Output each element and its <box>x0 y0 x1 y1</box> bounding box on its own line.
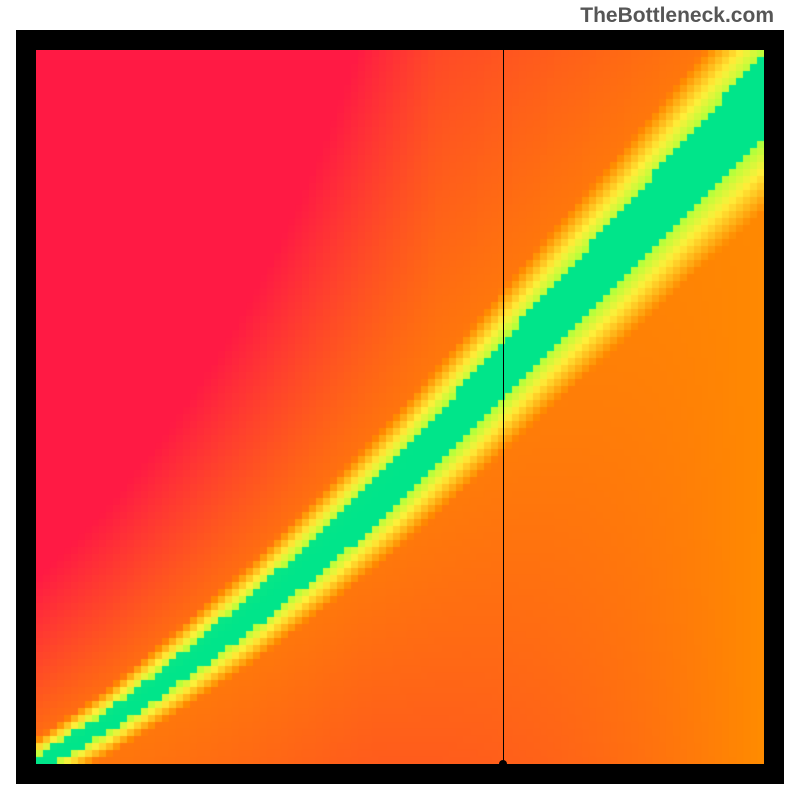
plot-frame <box>16 30 784 784</box>
marker-vertical-line <box>503 50 504 764</box>
plot-border <box>16 30 784 784</box>
chart-root: { "watermark": { "text": "TheBottleneck.… <box>0 0 800 800</box>
watermark-text: TheBottleneck.com <box>580 4 774 28</box>
